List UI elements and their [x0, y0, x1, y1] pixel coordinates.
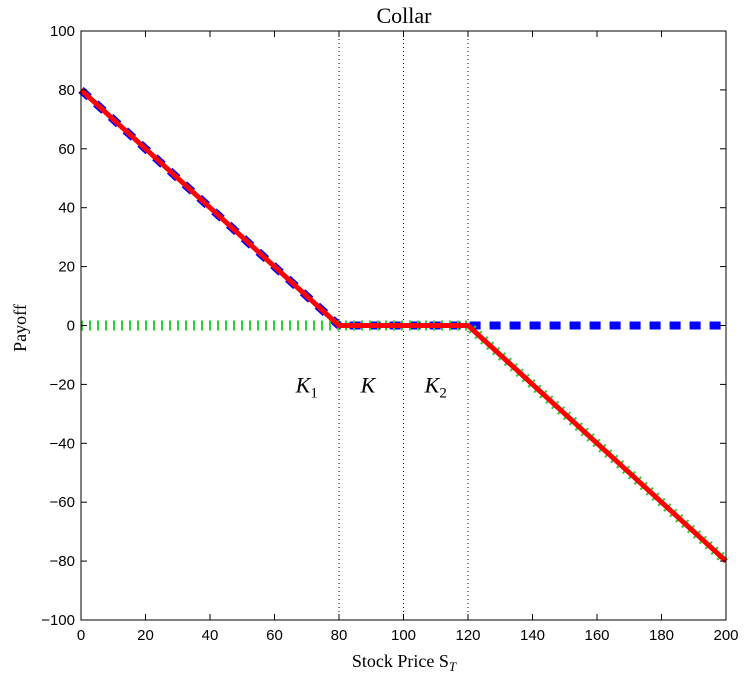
y-tick-label: −80: [50, 553, 75, 570]
chart-title: Collar: [377, 3, 433, 28]
series-line-solid: [79, 88, 728, 563]
y-tick-label: 100: [50, 23, 75, 40]
x-axis-label: Stock Price ST: [352, 651, 457, 674]
y-tick-label: 60: [58, 141, 75, 158]
y-tick-label: −40: [50, 435, 75, 452]
x-axis-label-main: Stock Price S: [352, 651, 449, 671]
y-tick-label: 40: [58, 200, 75, 217]
x-tick-label: 140: [520, 627, 545, 644]
annotation-sub: 2: [439, 385, 447, 401]
strike-annotation: K1: [295, 372, 318, 401]
annotation-sub: 1: [310, 385, 318, 401]
axes: 0 20 40 60 80 100 120 140 160 180 200−100−80−60−40…: [41, 23, 738, 644]
x-tick-label: 120: [455, 627, 480, 644]
strike-annotation: K: [360, 372, 377, 397]
x-tick-label: 40: [202, 627, 219, 644]
annotation-main: K: [295, 372, 312, 397]
x-tick-label: 180: [649, 627, 674, 644]
x-tick-label: 60: [266, 627, 283, 644]
annotation-main: K: [360, 372, 377, 397]
x-tick-label: 200: [713, 627, 738, 644]
y-tick-label: −60: [50, 494, 75, 511]
x-tick-label: 80: [331, 627, 348, 644]
series-line-dotted: [81, 320, 730, 565]
annotations: K1 K K2: [295, 372, 447, 401]
y-tick-label: 20: [58, 259, 75, 276]
annotation-main: K: [424, 372, 441, 397]
x-tick-label: 160: [584, 627, 609, 644]
y-tick-label: −100: [41, 612, 75, 629]
y-tick-label: 0: [67, 318, 75, 335]
x-axis-label-sub: T: [449, 659, 457, 674]
y-tick-label: 80: [58, 82, 75, 99]
y-tick-label: −20: [50, 376, 75, 393]
x-tick-label: 20: [137, 627, 154, 644]
strike-annotation: K2: [424, 372, 447, 401]
series-layer: [78, 86, 730, 565]
y-axis-label: Payoff: [10, 304, 30, 352]
x-tick-label: 100: [391, 627, 416, 644]
x-tick-label: 0: [77, 627, 85, 644]
